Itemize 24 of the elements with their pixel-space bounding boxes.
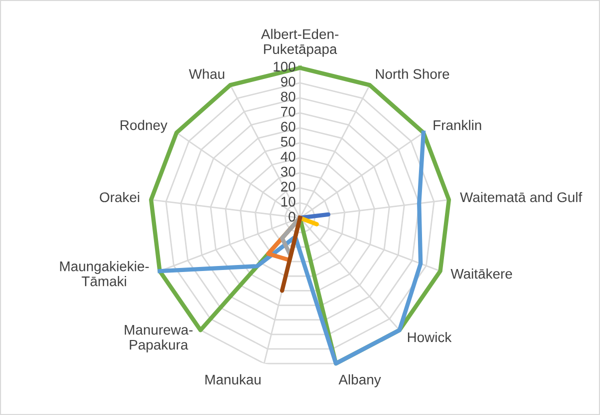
spoke-label: Orakei — [100, 192, 140, 202]
spoke-label: Rodney — [120, 120, 168, 133]
spoke-label: Albany — [338, 374, 381, 388]
y-tick-label: 50 — [280, 136, 296, 147]
spoke-label: Manukau — [205, 374, 261, 385]
spoke-label: North Shore — [376, 68, 450, 79]
y-tick-label: 30 — [280, 166, 296, 177]
y-tick-label: 70 — [281, 106, 296, 117]
spoke-label: Waitematā and Gulf — [460, 192, 582, 202]
spoke-label: Howick — [408, 332, 452, 342]
y-tick-label: 10 — [281, 196, 296, 207]
spoke-label: Franklin — [434, 120, 482, 130]
y-tick-label: 100 — [274, 62, 296, 72]
y-tick-label: 40 — [280, 152, 296, 162]
spoke-label: Maungakiekie-Tāmaki — [60, 261, 149, 286]
spoke-label: Albert-Eden-Puketāpapa — [261, 28, 338, 57]
y-tick-label: 20 — [281, 182, 296, 192]
spoke-label: Whau — [188, 68, 224, 79]
spoke-label: Manurewa-Papakura — [124, 325, 193, 352]
y-tick-label: 90 — [281, 76, 296, 87]
y-tick-label: 0 — [288, 212, 296, 222]
y-tick-label: 60 — [281, 122, 296, 132]
spoke-label: Waitākere — [450, 268, 512, 279]
y-tick-label: 80 — [280, 92, 296, 102]
